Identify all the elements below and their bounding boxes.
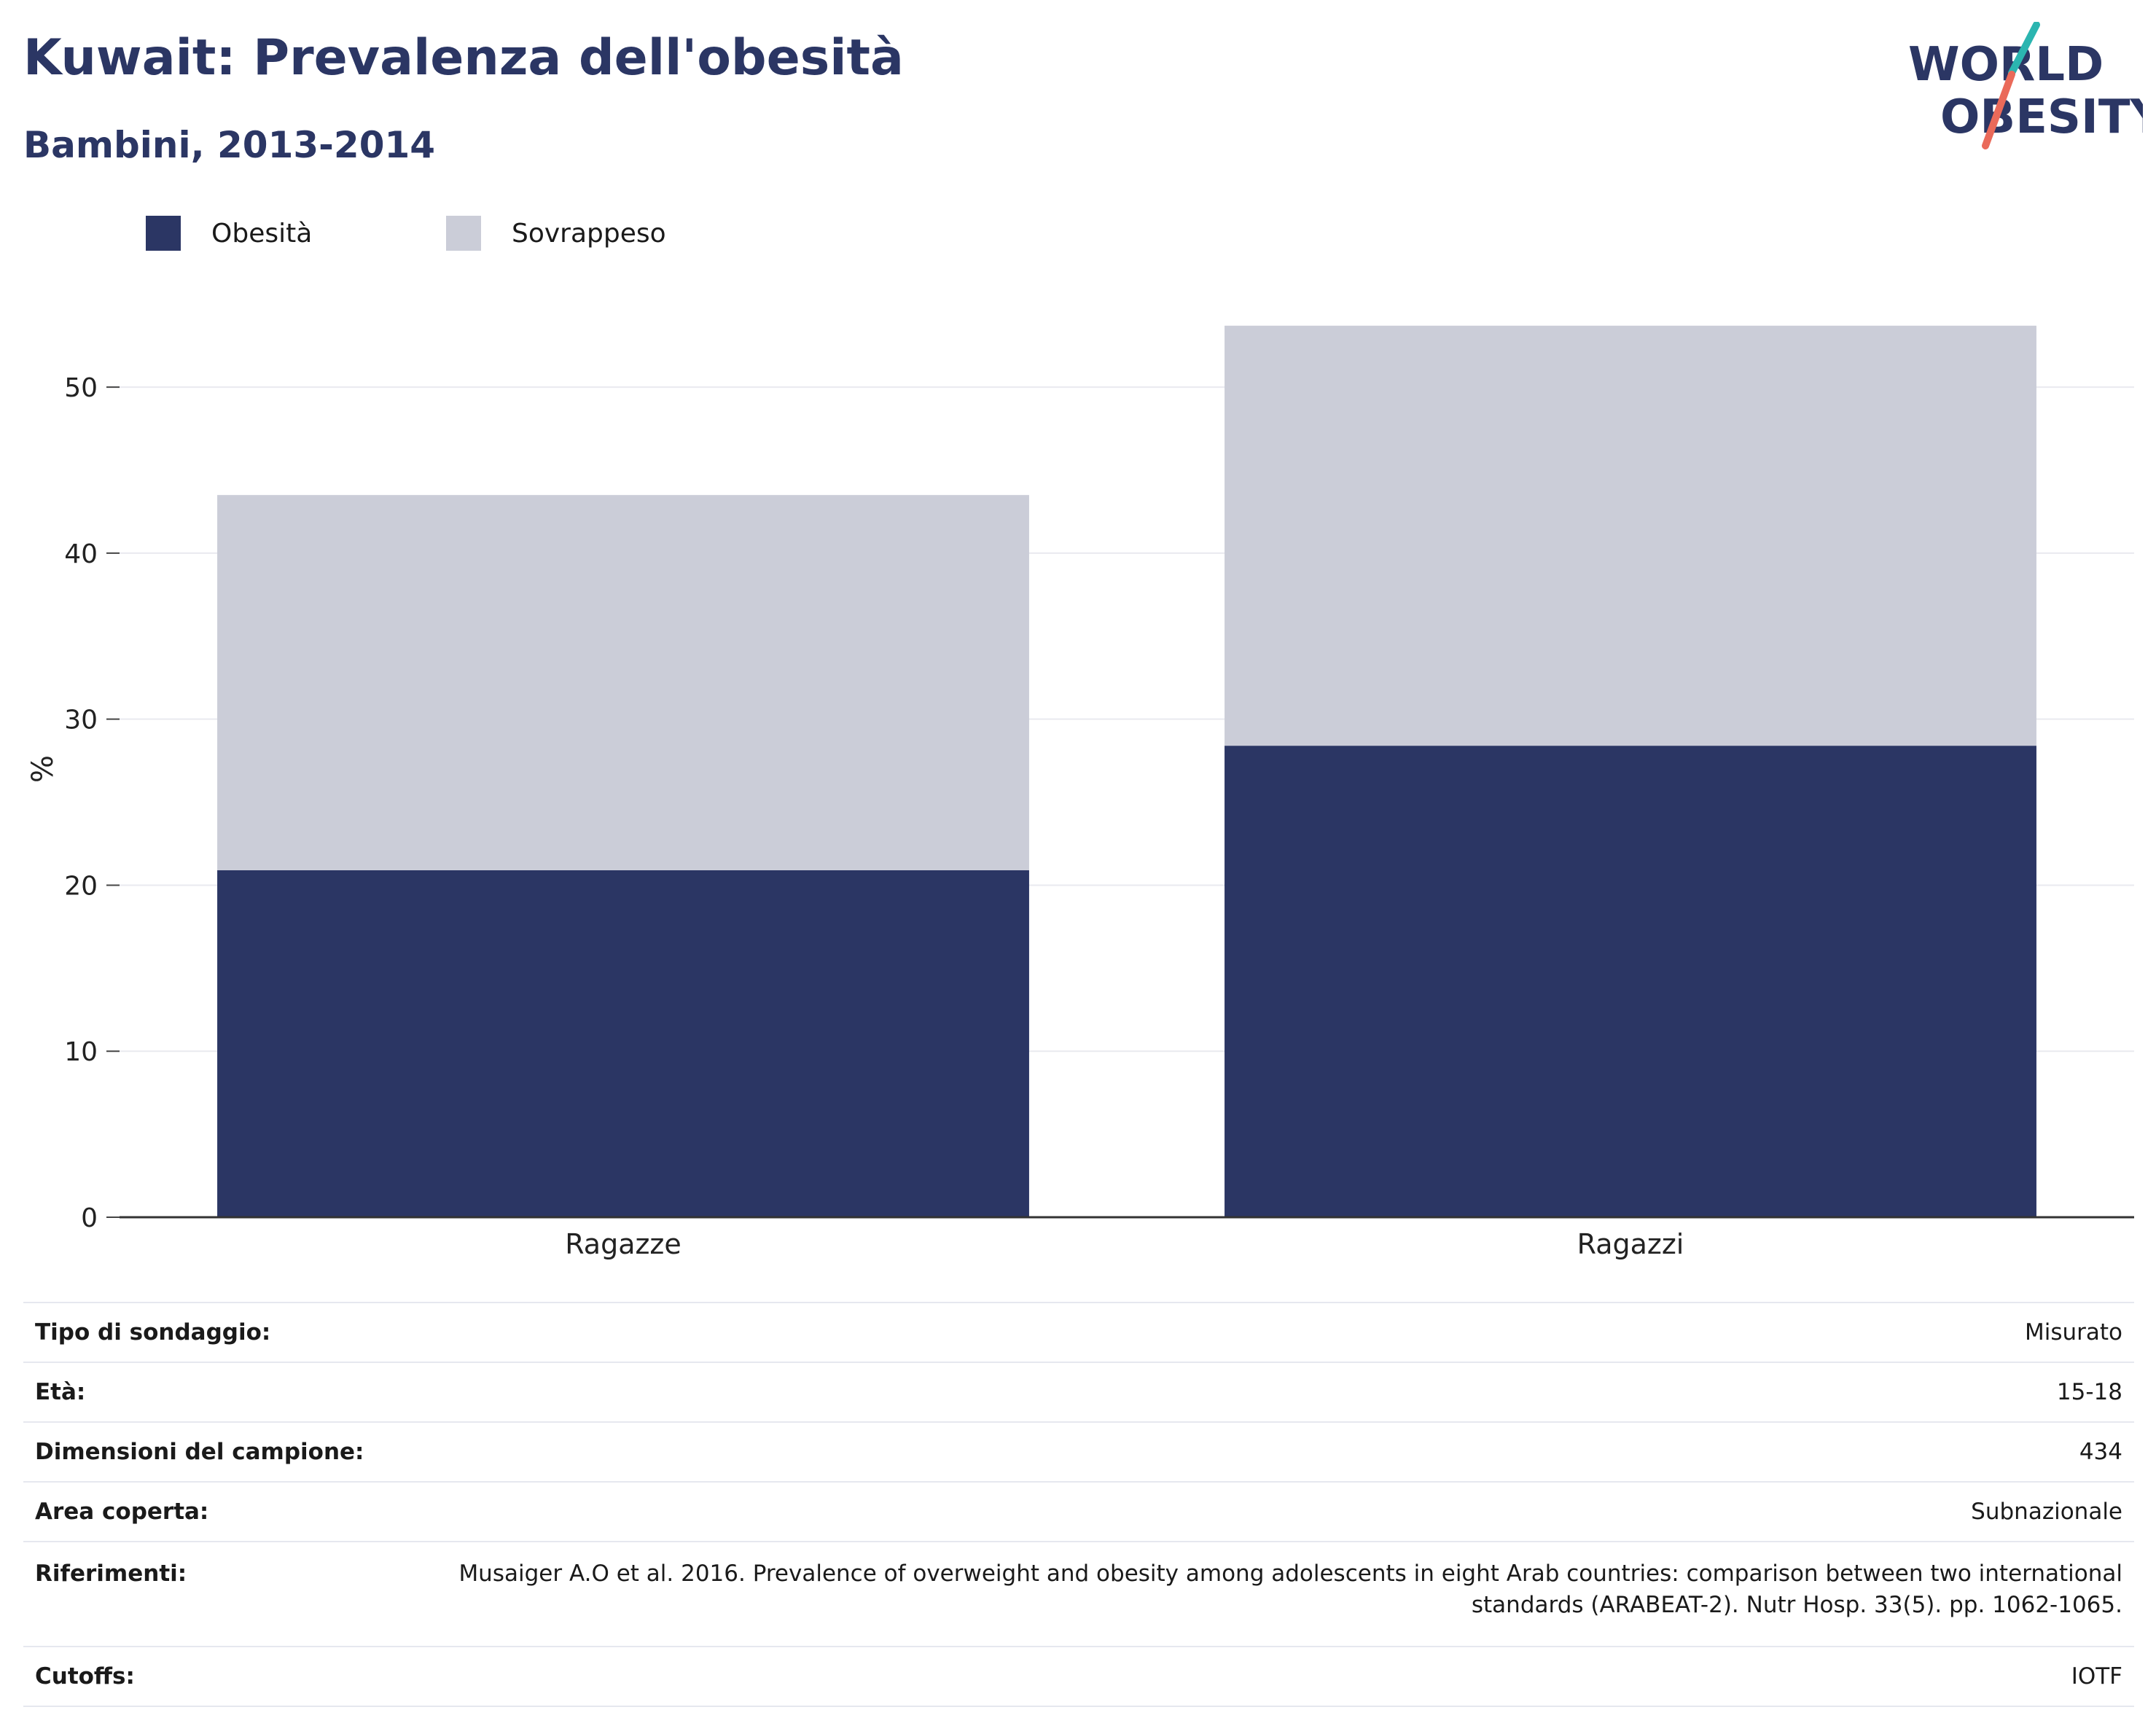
y-axis-label: % — [26, 755, 60, 783]
logo-line-obesity: OBESITY — [1940, 90, 2143, 144]
info-value: 15-18 — [375, 1362, 2134, 1422]
info-key: Tipo di sondaggio: — [23, 1302, 376, 1362]
logo-slash-top — [2008, 22, 2040, 77]
page-subtitle: Bambini, 2013-2014 — [23, 124, 436, 166]
y-tick-label: 40 — [64, 539, 98, 569]
info-key: Riferimenti: — [23, 1541, 376, 1647]
page-title: Kuwait: Prevalenza dell'obesità — [23, 29, 904, 87]
info-value: IOTF — [375, 1646, 2134, 1707]
info-value: Subnazionale — [375, 1481, 2134, 1542]
info-key: Dimensioni del campione: — [23, 1421, 376, 1482]
info-row-references: Riferimenti: Musaiger A.O et al. 2016. P… — [23, 1541, 2134, 1647]
info-row-survey-type: Tipo di sondaggio: Misurato — [23, 1302, 2134, 1362]
survey-info-table: Tipo di sondaggio: Misurato Età: 15-18 D… — [23, 1302, 2134, 1707]
info-value: Musaiger A.O et al. 2016. Prevalence of … — [375, 1541, 2134, 1647]
legend-label-obesita: Obesità — [211, 218, 313, 249]
x-category-label: Ragazze — [565, 1228, 681, 1260]
x-category-label: Ragazzi — [1577, 1228, 1684, 1260]
info-row-area: Area coperta: Subnazionale — [23, 1481, 2134, 1542]
bar-sovrappeso — [1225, 325, 2036, 746]
info-value: 434 — [375, 1421, 2134, 1482]
y-tick-label: 0 — [81, 1203, 98, 1233]
legend-item-sovrappeso: Sovrappeso — [446, 216, 666, 251]
legend-swatch-sovrappeso — [446, 216, 481, 251]
info-row-cutoffs: Cutoffs: IOTF — [23, 1646, 2134, 1707]
info-key: Cutoffs: — [23, 1646, 376, 1707]
bar-obesita — [217, 870, 1029, 1217]
info-key: Età: — [23, 1362, 376, 1422]
y-tick-label: 20 — [64, 871, 98, 901]
bar-obesita — [1225, 746, 2036, 1217]
world-obesity-logo: WORLD OBESITY — [1908, 22, 2143, 149]
info-row-age: Età: 15-18 — [23, 1362, 2134, 1422]
stacked-bar-chart: 0 10 20 30 40 50 Ragazze Ragazzi% — [26, 325, 2134, 1260]
info-key: Area coperta: — [23, 1481, 376, 1542]
legend-item-obesita: Obesità — [146, 216, 312, 251]
legend-swatch-obesita — [146, 216, 181, 251]
info-value: Misurato — [375, 1302, 2134, 1362]
logo-slash-bottom — [1982, 71, 2015, 149]
legend-label-sovrappeso: Sovrappeso — [512, 218, 666, 249]
bar-sovrappeso — [217, 495, 1029, 870]
y-tick-label: 50 — [64, 373, 98, 403]
info-row-sample-size: Dimensioni del campione: 434 — [23, 1421, 2134, 1482]
y-tick-label: 10 — [64, 1037, 98, 1067]
y-tick-label: 30 — [64, 706, 98, 735]
